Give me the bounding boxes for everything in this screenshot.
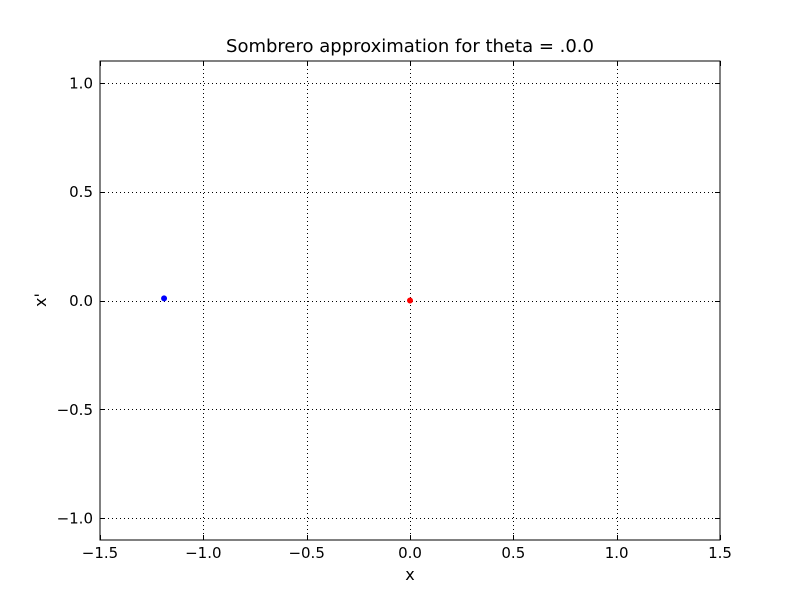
y-tick-label: −1.0 xyxy=(57,510,93,528)
data-point xyxy=(161,295,168,302)
grid-lines xyxy=(100,61,720,540)
data-point xyxy=(407,297,413,304)
chart-title: Sombrero approximation for theta = .0.0 xyxy=(226,36,594,57)
x-tick-label: −1.0 xyxy=(185,544,221,562)
y-tick-label: 0.5 xyxy=(69,183,93,201)
x-tick-label: 1.5 xyxy=(708,544,732,562)
x-tick-label: 0.0 xyxy=(398,544,422,562)
x-tick-label: −1.5 xyxy=(82,544,118,562)
data-points xyxy=(161,295,413,304)
x-axis-label: x xyxy=(405,565,414,584)
y-axis-label: x' xyxy=(31,293,50,307)
axis-ticks: −1.5 −1.0 −0.5 0.0 0.5 1.0 1.5 −1.0 −0.5 0.0 0.5 1.… xyxy=(57,61,732,562)
y-tick-label: −0.5 xyxy=(57,401,93,419)
x-tick-label: −0.5 xyxy=(288,544,324,562)
x-tick-label: 0.5 xyxy=(501,544,525,562)
y-tick-label: 1.0 xyxy=(69,74,93,92)
y-tick-label: 0.0 xyxy=(69,292,93,310)
x-tick-label: 1.0 xyxy=(605,544,629,562)
